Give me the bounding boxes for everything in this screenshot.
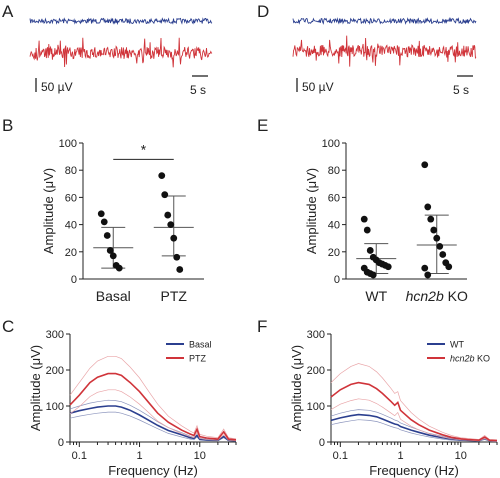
- data-point: [384, 263, 392, 271]
- trace-panel-d: [292, 17, 477, 67]
- category-label: hcn2b KO: [406, 288, 468, 304]
- sem-upper-line: [69, 399, 237, 441]
- baseline-trace: [29, 17, 213, 26]
- y-tick-label: 200: [46, 365, 64, 377]
- mean-spectrum-line: [69, 405, 237, 442]
- y-tick-label: 0: [71, 274, 77, 286]
- legend-label: WT: [450, 340, 464, 350]
- y-tick-label: 80: [328, 165, 340, 177]
- data-point: [106, 247, 114, 254]
- data-point: [103, 232, 111, 239]
- data-point: [421, 161, 429, 169]
- x-tick-label: 10: [455, 450, 467, 462]
- y-tick-label: 200: [307, 365, 325, 377]
- amplitude-scale-label-a: 50 µV: [41, 80, 73, 94]
- data-point: [421, 264, 429, 272]
- data-point: [100, 218, 108, 226]
- y-tick-label: 40: [65, 220, 77, 232]
- data-point: [424, 203, 432, 211]
- y-tick-label: 60: [328, 192, 340, 204]
- data-point: [176, 266, 184, 273]
- y-tick-label: 20: [65, 247, 77, 259]
- data-point: [161, 191, 169, 199]
- data-point: [366, 247, 374, 254]
- y-axis-label: Amplitude (μV): [289, 345, 304, 431]
- x-tick-label: 1: [136, 450, 142, 462]
- category-label: WT: [365, 288, 387, 304]
- x-axis-label: Frequency (Hz): [108, 463, 198, 478]
- mean-spectrum-line: [69, 372, 237, 441]
- y-tick-label: 0: [58, 437, 64, 449]
- legend-label: PTZ: [189, 354, 207, 364]
- data-point: [158, 172, 166, 180]
- time-scale-label-a: 5 s: [190, 83, 206, 97]
- data-point: [436, 242, 444, 250]
- y-tick-label: 80: [65, 165, 77, 177]
- panel-letter-c: C: [2, 317, 14, 336]
- panel-letter-e: E: [257, 116, 268, 135]
- data-point: [109, 252, 117, 260]
- data-point: [445, 263, 453, 271]
- panel-letter-a: A: [2, 2, 14, 21]
- y-tick-label: 300: [46, 329, 64, 341]
- data-point: [427, 215, 435, 223]
- panel-letter-b: B: [2, 116, 13, 135]
- data-point: [173, 253, 181, 261]
- y-axis-label: Amplitude (μV): [41, 168, 56, 254]
- x-tick-label: 0.1: [72, 450, 87, 462]
- amplitude-scale-label-d: 50 µV: [302, 80, 334, 94]
- data-point: [360, 215, 368, 223]
- seizure-trace: [29, 37, 213, 68]
- significance-star: *: [141, 141, 147, 157]
- category-label: Basal: [96, 288, 131, 304]
- sem-lower-line: [69, 389, 237, 441]
- data-point: [97, 210, 105, 218]
- y-tick-label: 40: [328, 220, 340, 232]
- data-point: [430, 226, 438, 234]
- y-axis-label: Amplitude (μV): [304, 168, 319, 254]
- y-axis-label: Amplitude (μV): [28, 345, 43, 431]
- data-point: [363, 226, 371, 234]
- seizure-trace: [292, 35, 477, 67]
- data-point: [424, 271, 432, 279]
- y-tick-label: 0: [334, 274, 340, 286]
- chart-b: 0 20 40 60 80 100 Amplitude (μV) Basal PTZ *: [41, 138, 204, 304]
- legend-label: Basal: [189, 340, 212, 350]
- y-tick-label: 100: [59, 138, 77, 150]
- x-tick-label: 0.1: [333, 450, 348, 462]
- mean-spectrum-line: [330, 381, 498, 442]
- data-point: [167, 221, 175, 229]
- panel-letter-d: D: [257, 2, 269, 21]
- category-label: PTZ: [161, 288, 188, 304]
- chart-e: 0 20 40 60 80 100 Amplitude (μV) WT hcn2b KO: [304, 138, 468, 304]
- data-point: [164, 211, 172, 219]
- y-tick-label: 100: [322, 138, 340, 150]
- x-tick-label: 10: [194, 450, 206, 462]
- data-point: [369, 271, 377, 279]
- data-point: [170, 234, 178, 242]
- y-tick-label: 20: [328, 247, 340, 259]
- y-tick-label: 0: [319, 437, 325, 449]
- data-point: [433, 234, 441, 242]
- y-tick-label: 100: [46, 401, 64, 413]
- x-tick-label: 1: [397, 450, 403, 462]
- sem-upper-line: [330, 363, 498, 441]
- data-point: [439, 251, 447, 258]
- y-tick-label: 60: [65, 192, 77, 204]
- trace-panel-a: [29, 17, 213, 68]
- legend-label: hcn2b KO: [450, 354, 490, 364]
- panel-letter-f: F: [257, 317, 267, 336]
- data-point: [115, 264, 123, 272]
- sem-upper-line: [69, 355, 237, 440]
- baseline-trace: [292, 17, 477, 25]
- x-axis-label: Frequency (Hz): [369, 463, 459, 478]
- y-tick-label: 300: [307, 329, 325, 341]
- y-tick-label: 100: [307, 401, 325, 413]
- time-scale-label-d: 5 s: [453, 83, 469, 97]
